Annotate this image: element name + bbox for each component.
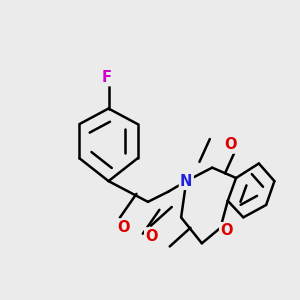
Text: O: O [220, 224, 233, 238]
Text: O: O [117, 220, 130, 235]
Text: N: N [180, 174, 193, 189]
Text: O: O [224, 137, 237, 152]
Text: F: F [102, 70, 112, 85]
Text: O: O [146, 229, 158, 244]
